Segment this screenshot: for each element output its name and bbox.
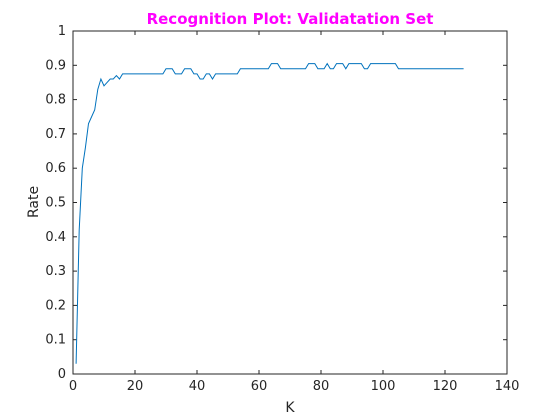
x-tick-label: 120 (433, 379, 458, 394)
x-tick-label: 60 (251, 379, 268, 394)
y-tick-label: 0.5 (45, 196, 66, 211)
y-tick-label: 0.8 (45, 93, 66, 108)
chart-title: Recognition Plot: Validatation Set (147, 10, 434, 28)
x-tick-label: 0 (69, 379, 77, 394)
y-tick-label: 0.7 (45, 127, 66, 142)
x-tick-label: 100 (371, 379, 396, 394)
y-tick-label: 1 (58, 24, 66, 39)
y-tick-label: 0.1 (45, 333, 66, 348)
x-tick-label: 20 (127, 379, 144, 394)
x-tick-label: 140 (495, 379, 520, 394)
x-tick-label: 40 (189, 379, 206, 394)
y-axis-label: Rate (26, 186, 42, 218)
y-tick-label: 0 (58, 367, 66, 382)
x-axis-label: K (285, 400, 295, 416)
x-axis-ticks: 0 20 40 60 80 100 120 140 (69, 31, 520, 394)
series-line (75, 62, 464, 364)
y-tick-label: 0.3 (45, 264, 66, 279)
y-tick-label: 0.2 (45, 298, 66, 313)
y-axis-ticks: 0 0.1 0.2 0.3 0.4 0.5 0.6 0.7 0.8 0.9 1 (45, 24, 507, 382)
y-tick-label: 0.6 (45, 161, 66, 176)
x-tick-label: 80 (313, 379, 330, 394)
y-tick-label: 0.4 (45, 230, 66, 245)
plot-area (72, 30, 508, 375)
y-tick-label: 0.9 (45, 58, 66, 73)
